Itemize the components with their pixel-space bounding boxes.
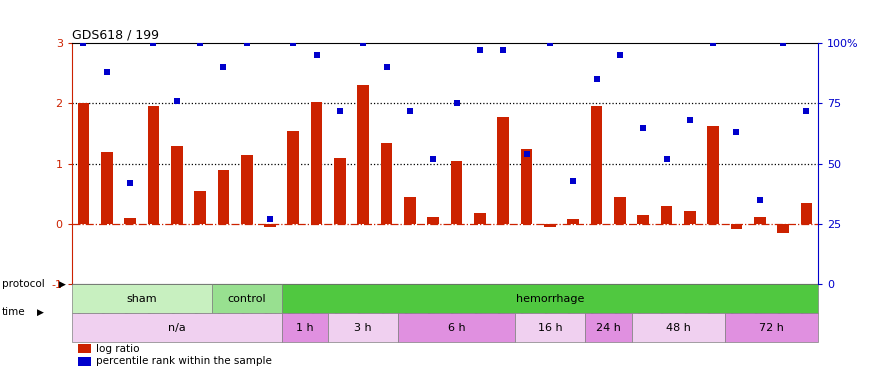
Bar <box>72 313 282 342</box>
Bar <box>334 158 346 224</box>
Point <box>590 76 604 82</box>
Point <box>403 108 417 114</box>
Bar <box>474 213 486 224</box>
Bar <box>171 146 183 224</box>
Point <box>263 216 277 222</box>
Bar <box>398 313 514 342</box>
Text: 3 h: 3 h <box>354 322 372 333</box>
Bar <box>544 224 556 227</box>
Bar <box>724 313 818 342</box>
Point <box>800 108 814 114</box>
Text: 16 h: 16 h <box>537 322 563 333</box>
Bar <box>521 149 532 224</box>
Text: n/a: n/a <box>168 322 186 333</box>
Bar <box>78 104 89 224</box>
Bar <box>212 284 282 313</box>
Bar <box>632 313 724 342</box>
Point <box>380 64 394 70</box>
Bar <box>584 313 632 342</box>
Point <box>520 151 534 157</box>
Bar <box>264 224 276 227</box>
Point <box>636 124 650 130</box>
Point <box>660 156 674 162</box>
Point <box>752 197 766 203</box>
Text: 1 h: 1 h <box>296 322 314 333</box>
Text: 6 h: 6 h <box>448 322 466 333</box>
Point <box>146 40 160 46</box>
Point <box>706 40 720 46</box>
Bar <box>637 215 649 224</box>
Point <box>216 64 230 70</box>
Bar <box>614 197 626 224</box>
Text: GDS618 / 199: GDS618 / 199 <box>72 28 158 41</box>
Bar <box>328 313 398 342</box>
Bar <box>148 106 159 224</box>
Bar <box>731 224 742 229</box>
Bar <box>194 191 206 224</box>
Text: time: time <box>2 308 25 317</box>
Bar <box>514 313 584 342</box>
Point <box>310 52 324 58</box>
Point <box>450 100 464 106</box>
Point <box>426 156 440 162</box>
Point <box>240 40 254 46</box>
Point <box>170 98 184 104</box>
Text: control: control <box>228 294 266 304</box>
Point <box>496 47 510 53</box>
Bar <box>381 142 393 224</box>
Bar <box>451 161 462 224</box>
Bar <box>78 357 91 366</box>
Text: sham: sham <box>126 294 157 304</box>
Point <box>100 69 114 75</box>
Bar <box>288 130 299 224</box>
Text: 48 h: 48 h <box>666 322 690 333</box>
Text: protocol: protocol <box>2 279 45 289</box>
Point <box>612 52 626 58</box>
Bar <box>78 344 91 354</box>
Bar <box>497 117 509 224</box>
Bar <box>311 102 323 224</box>
Point <box>333 108 347 114</box>
Bar <box>218 170 229 224</box>
Bar <box>707 126 719 224</box>
Bar <box>124 218 136 224</box>
Bar <box>428 217 439 224</box>
Bar <box>404 197 416 224</box>
Bar <box>661 206 672 224</box>
Bar <box>72 284 212 313</box>
Text: ▶: ▶ <box>37 308 44 317</box>
Point <box>730 129 744 135</box>
Point <box>76 40 90 46</box>
Bar <box>358 86 369 224</box>
Bar <box>801 203 812 224</box>
Point <box>473 47 487 53</box>
Bar <box>282 313 328 342</box>
Bar <box>241 155 253 224</box>
Point <box>193 40 207 46</box>
Bar <box>101 152 113 224</box>
Text: percentile rank within the sample: percentile rank within the sample <box>95 356 271 366</box>
Bar <box>684 211 696 224</box>
Point <box>286 40 300 46</box>
Text: 24 h: 24 h <box>596 322 620 333</box>
Bar <box>282 284 818 313</box>
Bar <box>754 217 766 224</box>
Point <box>682 117 696 123</box>
Text: log ratio: log ratio <box>95 344 139 354</box>
Text: 72 h: 72 h <box>759 322 784 333</box>
Text: hemorrhage: hemorrhage <box>515 294 584 304</box>
Point <box>356 40 370 46</box>
Point <box>566 178 580 184</box>
Text: ▶: ▶ <box>59 280 66 289</box>
Bar <box>591 106 602 224</box>
Point <box>123 180 137 186</box>
Bar <box>567 219 579 224</box>
Point <box>542 40 556 46</box>
Bar <box>777 224 789 233</box>
Point <box>776 40 790 46</box>
